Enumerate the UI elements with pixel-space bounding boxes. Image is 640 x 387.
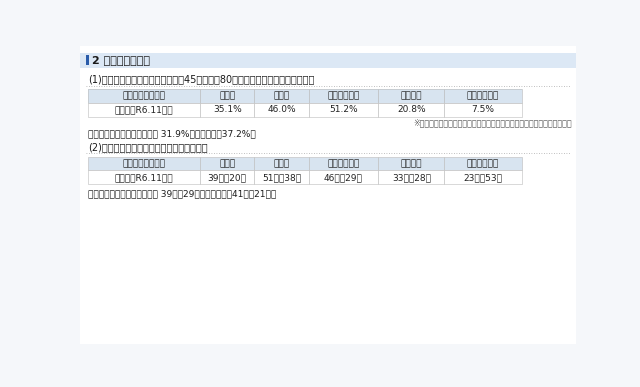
Bar <box>378 89 444 103</box>
Bar <box>378 103 444 116</box>
Bar <box>254 89 308 103</box>
Text: 33時間28分: 33時間28分 <box>392 173 431 182</box>
Bar <box>308 89 378 103</box>
Bar <box>254 103 308 116</box>
Bar <box>444 103 522 116</box>
Bar <box>444 89 522 103</box>
Text: 義務教育学校: 義務教育学校 <box>328 91 360 100</box>
Text: 特別支援学校: 特別支援学校 <box>467 159 499 168</box>
Text: 35.1%: 35.1% <box>213 105 242 114</box>
Bar <box>88 103 200 116</box>
Text: 教諭等における全校種の平均 39時間29分（前年同月：41時間21分）: 教諭等における全校種の平均 39時間29分（前年同月：41時間21分） <box>88 189 276 198</box>
Text: 小学校: 小学校 <box>219 91 236 100</box>
Text: 23時間53分: 23時間53分 <box>463 173 502 182</box>
Text: 中学校: 中学校 <box>273 159 289 168</box>
Bar <box>88 89 522 103</box>
Text: 51.2%: 51.2% <box>329 105 358 114</box>
Text: 義務教育学校: 義務教育学校 <box>328 159 360 168</box>
Text: 教諭等（R6.11月）: 教諭等（R6.11月） <box>115 105 173 114</box>
Text: 職種（調査時期）: 職種（調査時期） <box>122 159 165 168</box>
Text: 教諭等における全校種の平均 31.9%（前年同月：37.2%）: 教諭等における全校種の平均 31.9%（前年同月：37.2%） <box>88 129 255 138</box>
Text: 7.5%: 7.5% <box>472 105 495 114</box>
Text: 中学校: 中学校 <box>273 91 289 100</box>
Text: 51時間38分: 51時間38分 <box>262 173 301 182</box>
Text: 高等学校: 高等学校 <box>401 91 422 100</box>
Text: 教諭等（R6.11月）: 教諭等（R6.11月） <box>115 173 173 182</box>
Bar <box>200 103 254 116</box>
Text: 小学校: 小学校 <box>219 159 236 168</box>
Bar <box>308 157 378 170</box>
Bar <box>378 170 444 184</box>
Bar <box>308 170 378 184</box>
Bar <box>308 103 378 116</box>
Bar <box>88 157 200 170</box>
Bar <box>254 170 308 184</box>
Text: 20.8%: 20.8% <box>397 105 426 114</box>
Bar <box>88 170 200 184</box>
Bar <box>254 157 308 170</box>
Bar <box>444 157 522 170</box>
Text: 46時間29分: 46時間29分 <box>324 173 363 182</box>
Text: 職種（調査時期）: 職種（調査時期） <box>122 91 165 100</box>
Text: 特別支援学校: 特別支援学校 <box>467 91 499 100</box>
Bar <box>444 170 522 184</box>
Text: 39時間20分: 39時間20分 <box>208 173 247 182</box>
Text: ※「教諭等」：主幹教諭、教諭、養護教諭、栄養教諭、実習助手及び講師: ※「教諭等」：主幹教諭、教諭、養護教諭、栄養教諭、実習助手及び講師 <box>413 118 572 127</box>
Text: 高等学校: 高等学校 <box>401 159 422 168</box>
Text: (1)月当たりの時間外在校等時間が45時間以上80時間未満の教諭等の校種別割合: (1)月当たりの時間外在校等時間が45時間以上80時間未満の教諭等の校種別割合 <box>88 75 314 84</box>
Text: 46.0%: 46.0% <box>267 105 296 114</box>
Bar <box>200 89 254 103</box>
Bar <box>200 170 254 184</box>
Bar <box>86 55 88 65</box>
Text: (2)月当たりの時間外在校等時間（校種別）: (2)月当たりの時間外在校等時間（校種別） <box>88 142 207 152</box>
Bar <box>80 53 576 68</box>
Bar <box>378 157 444 170</box>
Text: 2 調査結果の概要: 2 調査結果の概要 <box>92 55 150 65</box>
Bar <box>88 89 200 103</box>
Bar <box>200 157 254 170</box>
